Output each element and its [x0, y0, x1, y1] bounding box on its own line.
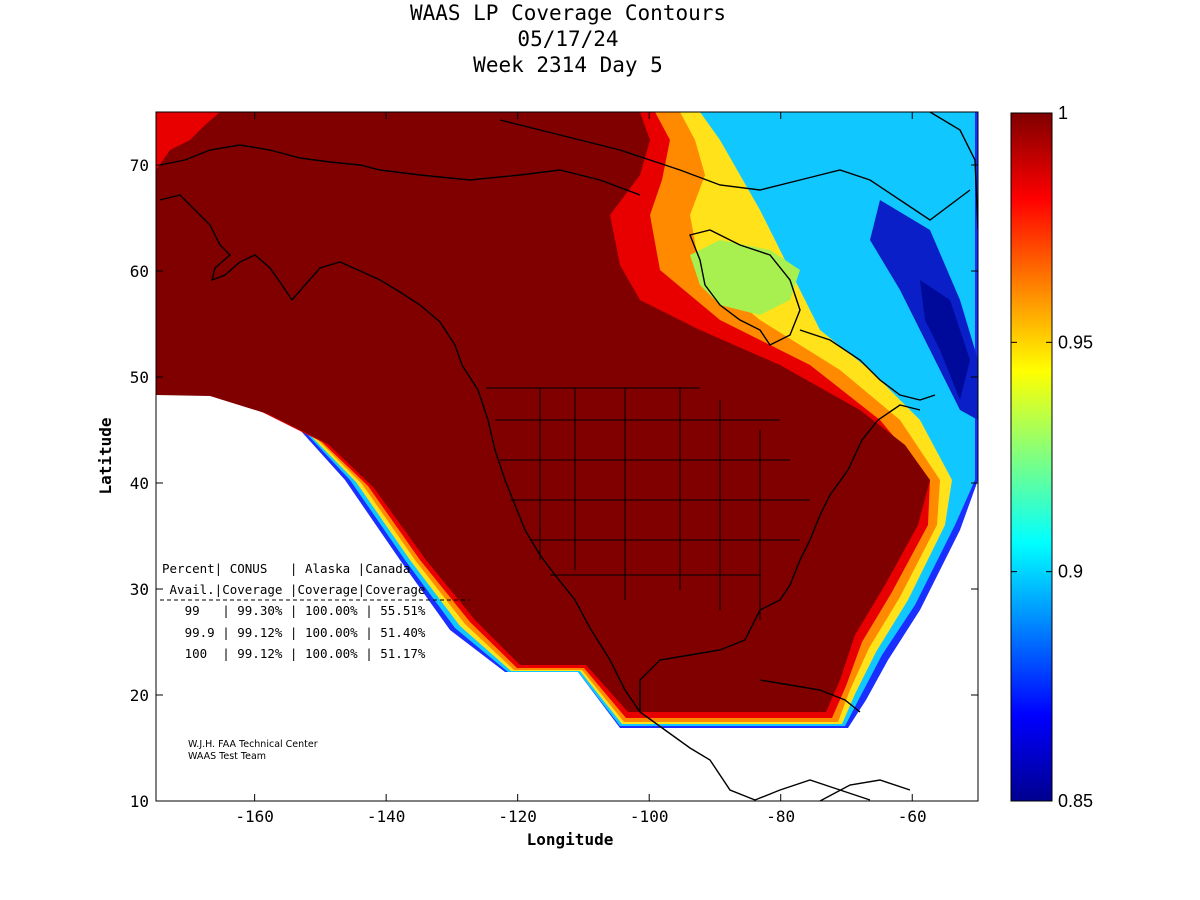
credit-line-1: W.J.H. FAA Technical Center: [188, 739, 318, 750]
coastline-alaska-north: [159, 144, 641, 196]
y-tick-label: 20: [130, 686, 149, 705]
table-row: 100 | 99.12% | 100.00% | 51.17%: [162, 646, 426, 661]
colorbar-tick-label: 0.85: [1058, 791, 1093, 811]
colorbar-tick-label: 0.9: [1058, 562, 1083, 582]
y-tick-label: 10: [130, 792, 149, 811]
colorbar-tick-label: 0.95: [1058, 332, 1093, 352]
coverage-band-darkestblue: [920, 280, 970, 400]
y-axis-label: Latitude: [96, 417, 115, 494]
coverage-table: Percent| CONUS | Alaska |Canada Avail.|C…: [160, 561, 470, 661]
coastline-arctic-islands: [499, 119, 971, 221]
y-tick-label: 40: [130, 474, 149, 493]
colorbar: [1010, 112, 1053, 802]
x-axis-ticks: -160 -140 -120 -100 -80 -60: [235, 112, 927, 826]
x-axis-label: Longitude: [527, 830, 614, 849]
x-tick-label: -160: [235, 807, 274, 826]
coastline-gulf: [639, 404, 921, 712]
x-tick-label: -100: [630, 807, 669, 826]
x-tick-label: -140: [367, 807, 406, 826]
coverage-field: [156, 112, 978, 728]
coastline-central-america: [754, 779, 871, 801]
credit-line-2: WAAS Test Team: [188, 751, 266, 762]
coastline-alaska: [159, 194, 463, 366]
state-borders: [486, 387, 810, 620]
y-tick-label: 60: [130, 262, 149, 281]
coastline-hudson: [689, 229, 801, 346]
coverage-full-region: [156, 112, 930, 712]
table-header-row-2: Avail.|Coverage |Coverage|Coverage: [162, 582, 425, 597]
coastlines: [159, 112, 978, 801]
x-tick-label: -120: [498, 807, 537, 826]
x-tick-label: -60: [898, 807, 927, 826]
colorbar-tick-label: 1: [1058, 103, 1068, 123]
coastline-greenland: [929, 112, 978, 231]
y-tick-label: 30: [130, 580, 149, 599]
coastline-west: [461, 364, 756, 801]
chart-week-day: Week 2314 Day 5: [473, 53, 663, 77]
y-axis-ticks: 10 20 30 40 50 60 70: [130, 156, 978, 811]
coastline-south-america: [819, 779, 911, 801]
chart-date: 05/17/24: [517, 27, 619, 51]
colorbar-ticks: 1 0.95 0.9 0.85: [1011, 103, 1093, 811]
y-tick-label: 50: [130, 368, 149, 387]
coastline-labrador: [799, 329, 936, 401]
table-row: 99.9 | 99.12% | 100.00% | 51.40%: [162, 625, 426, 640]
coastline-caribbean: [759, 679, 861, 713]
plot-frame: [155, 111, 979, 802]
y-tick-label: 70: [130, 156, 149, 175]
chart-title: WAAS LP Coverage Contours: [409, 1, 727, 25]
x-tick-label: -80: [766, 807, 795, 826]
table-header-row-1: Percent| CONUS | Alaska |Canada: [162, 561, 410, 576]
table-row: 99 | 99.30% | 100.00% | 55.51%: [162, 603, 426, 618]
